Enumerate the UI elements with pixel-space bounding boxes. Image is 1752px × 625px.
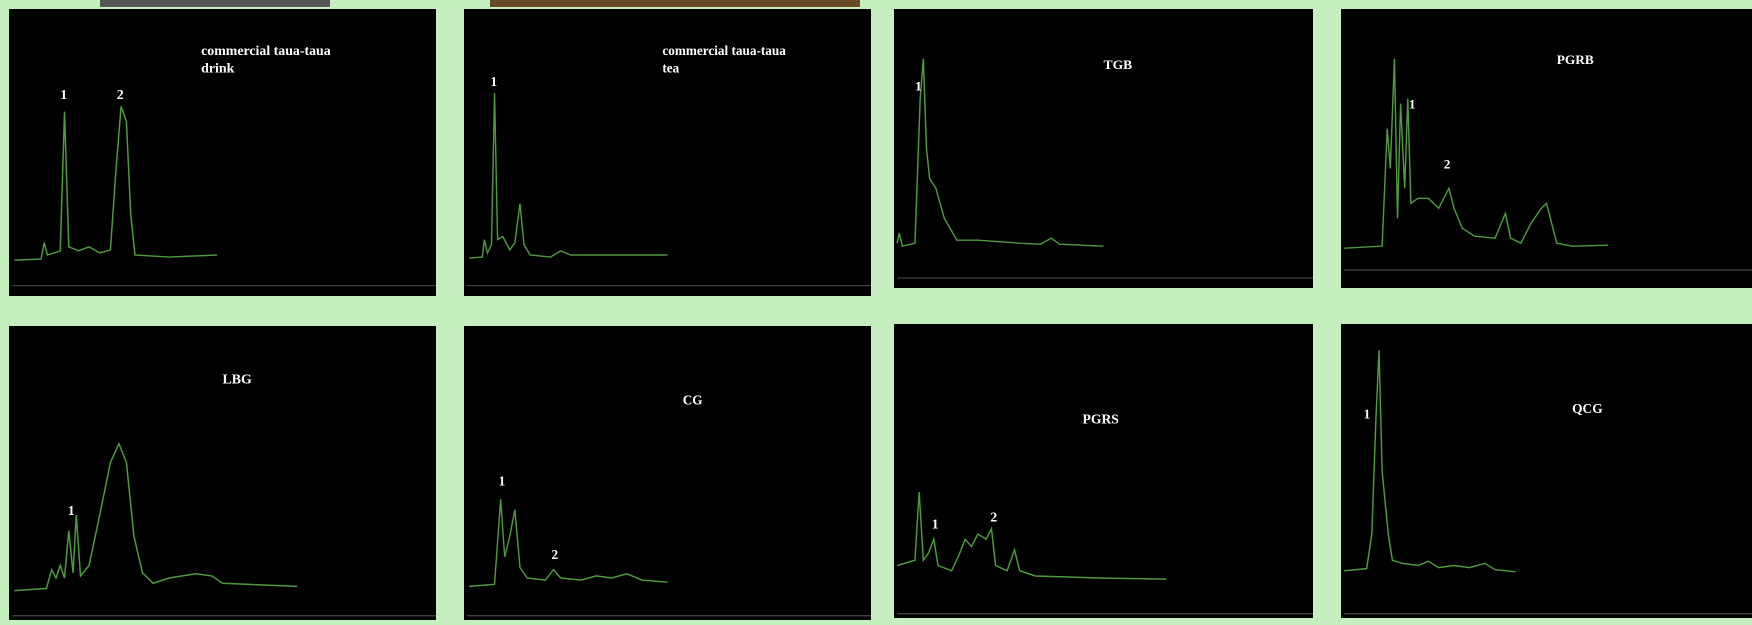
panel-title: TGB [1104,57,1133,72]
chromatogram-panel: commercial taua-taua drink 1 2 [9,9,436,296]
peak-label: 1 [932,517,939,532]
panel-title: LBG [223,372,253,387]
panel-title: PGRS [1083,412,1119,427]
peak-label: 1 [490,74,497,89]
peak-label: 1 [1364,406,1371,421]
chromatogram-panel: CG 1 2 [464,326,871,620]
peak-label: 1 [1409,97,1416,112]
chromatogram-panel: TGB 1 [894,9,1313,288]
trace [1344,350,1516,573]
panel-title: tea [662,61,679,76]
photo-fragment [490,0,860,7]
peak-label: 2 [117,87,124,102]
chromatogram-panel: commercial taua-taua tea 1 [464,9,871,296]
peak-label: 1 [60,87,67,102]
trace [14,441,298,592]
trace [896,491,1167,580]
panel-title: drink [201,61,235,76]
trace [469,93,668,259]
panel-title: commercial taua-taua [201,43,331,58]
chromatogram: commercial taua-taua drink 1 2 [12,43,436,287]
chromatogram: CG 1 2 [467,393,871,617]
chromatogram: PGRS 1 2 [896,412,1313,615]
peak-label: 1 [915,79,922,94]
trace [1344,58,1609,249]
peak-label: 2 [990,509,997,524]
chromatogram: QCG 1 [1344,350,1752,615]
chromatogram-panel: PGRS 1 2 [894,324,1313,618]
panel-title: commercial taua-taua [662,43,786,58]
chromatogram-panel: QCG 1 [1341,324,1752,618]
trace [896,58,1104,247]
peak-label: 1 [68,503,75,518]
chromatogram: commercial taua-taua tea 1 [467,43,871,287]
chromatogram-panel: PGRB 1 2 [1341,9,1752,288]
peak-label: 2 [552,547,559,562]
photo-fragment [100,0,330,7]
chromatogram: LBG 1 [12,372,436,617]
chromatogram: TGB 1 [896,57,1313,279]
panel-title: CG [683,393,703,408]
trace [469,499,668,588]
panel-title: QCG [1572,401,1603,416]
trace [14,106,218,261]
chromatogram-panel: LBG 1 [9,326,436,620]
chromatogram: PGRB 1 2 [1344,52,1752,271]
panel-title: PGRB [1557,52,1594,67]
peak-label: 1 [499,473,506,488]
peak-label: 2 [1444,157,1451,172]
